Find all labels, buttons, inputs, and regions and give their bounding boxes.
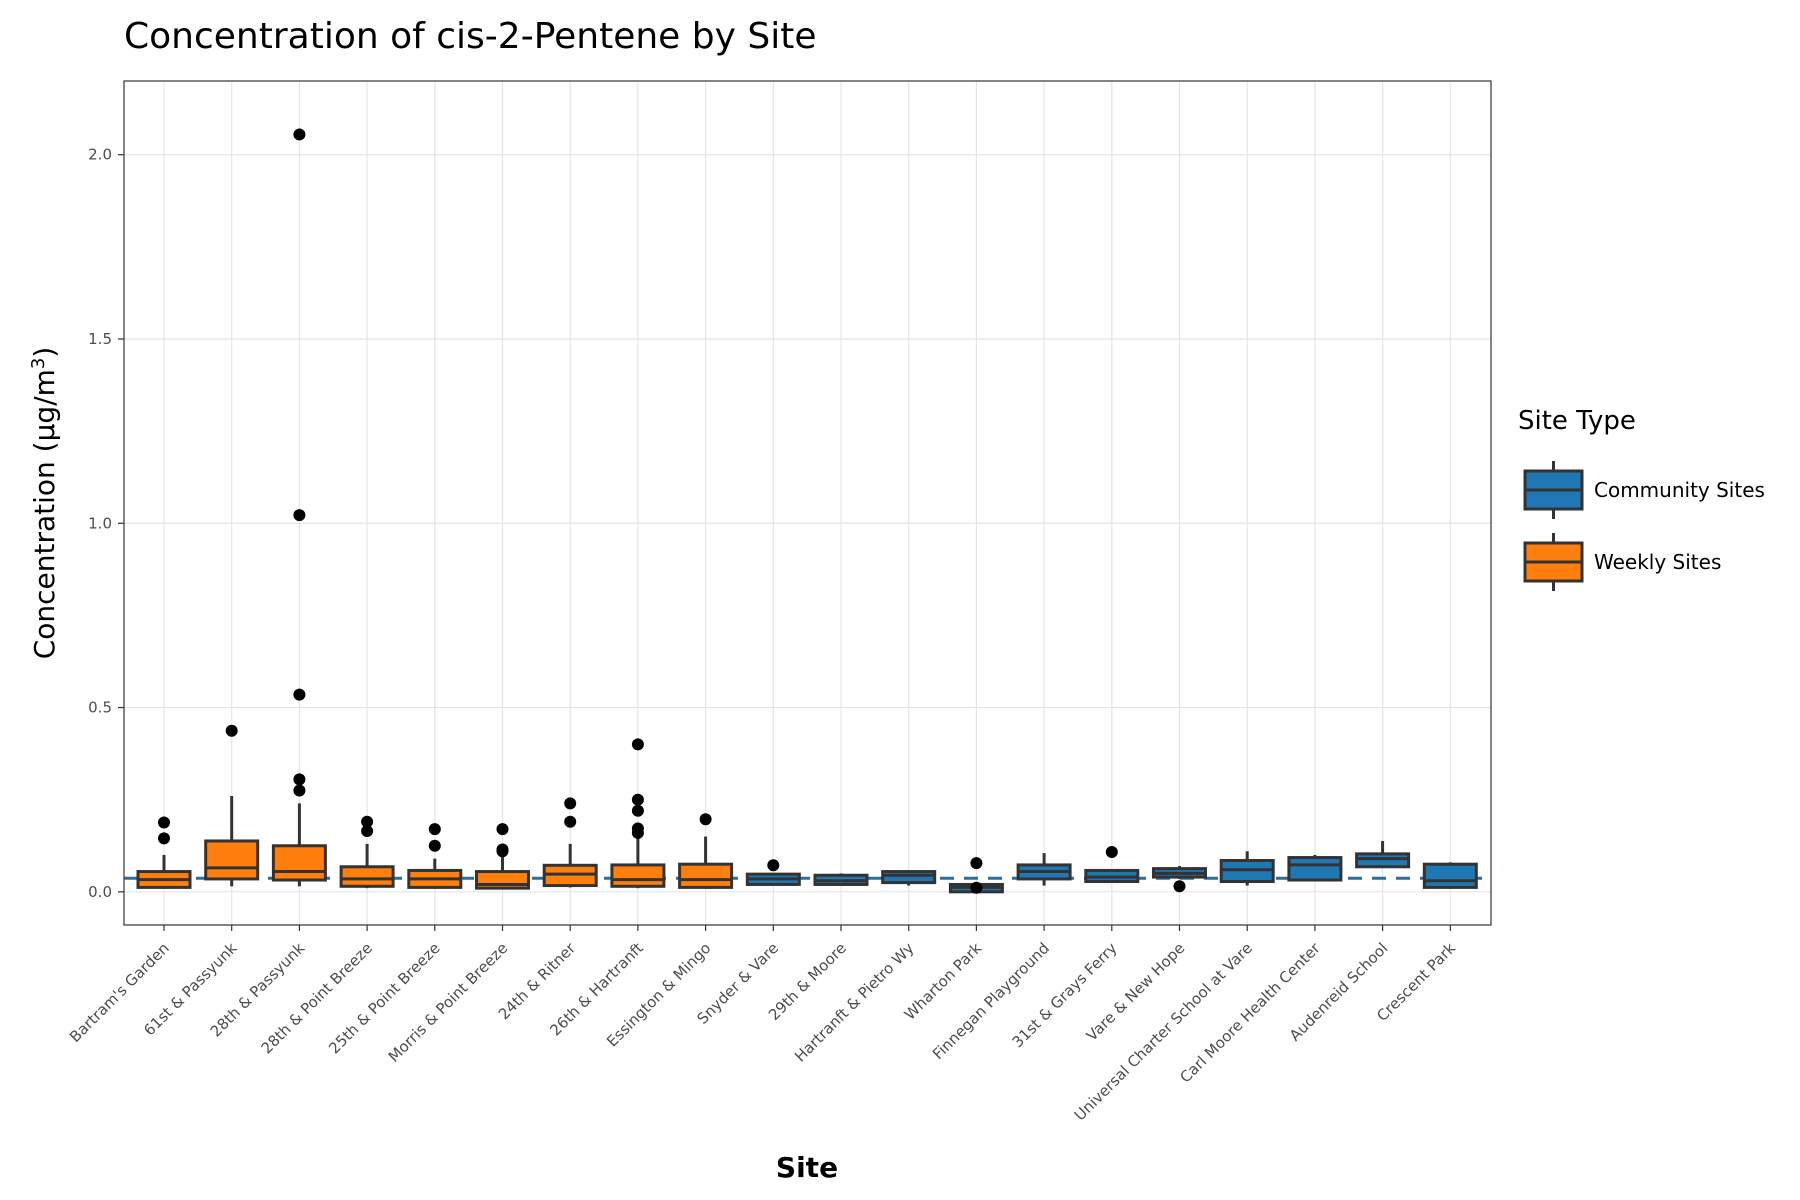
outlier-point bbox=[361, 815, 374, 828]
box-body bbox=[204, 839, 260, 881]
outlier-point bbox=[428, 823, 441, 836]
outlier-point bbox=[293, 773, 306, 786]
x-tick-label: Hartranft & Pietro Wy bbox=[791, 939, 917, 1065]
y-axis-title: Concentration (μg/m3) bbox=[28, 347, 62, 660]
box-group bbox=[407, 823, 463, 889]
box-group bbox=[339, 815, 395, 889]
y-tick-label: 1.5 bbox=[88, 330, 112, 348]
box-body bbox=[610, 863, 666, 888]
y-axis-title-close: ) bbox=[28, 347, 61, 358]
outlier-point bbox=[564, 815, 577, 828]
box-group bbox=[136, 816, 192, 889]
box-group bbox=[542, 797, 598, 888]
x-tick-label: 28th & Point Breeze bbox=[258, 939, 376, 1057]
outlier-point bbox=[496, 843, 509, 856]
box-group bbox=[1422, 862, 1478, 889]
box-body bbox=[1287, 856, 1343, 882]
box-group bbox=[1355, 840, 1411, 869]
y-tick-label: 0.5 bbox=[88, 699, 112, 717]
outlier-point bbox=[428, 839, 441, 852]
outlier-point bbox=[1173, 880, 1186, 893]
box-group bbox=[1219, 851, 1275, 886]
box-body bbox=[678, 862, 734, 889]
outlier-point bbox=[158, 832, 170, 845]
box-group bbox=[204, 724, 260, 887]
outlier-point bbox=[293, 509, 306, 522]
plot-background bbox=[124, 81, 1491, 925]
box-body bbox=[1422, 862, 1478, 889]
outlier-point bbox=[1105, 846, 1118, 859]
box-group bbox=[271, 128, 327, 887]
x-axis-title: Site bbox=[776, 1151, 838, 1184]
legend-label: Weekly Sites bbox=[1594, 550, 1721, 574]
box-body bbox=[1355, 852, 1411, 869]
legend-label: Community Sites bbox=[1594, 478, 1765, 502]
y-axis-title-superscript: 3 bbox=[28, 358, 49, 369]
box-group bbox=[881, 870, 937, 886]
x-tick-label: Morris & Point Breeze bbox=[385, 939, 512, 1066]
outlier-point bbox=[631, 804, 644, 817]
x-tick-label: Finnegan Playground bbox=[929, 939, 1053, 1063]
outlier-point bbox=[293, 688, 306, 701]
outlier-point bbox=[699, 813, 712, 826]
box-group bbox=[745, 859, 801, 886]
box-body bbox=[881, 870, 937, 885]
y-tick-label: 1.0 bbox=[88, 514, 112, 532]
outlier-point bbox=[158, 816, 170, 829]
outlier-point bbox=[631, 793, 644, 806]
outlier-point bbox=[225, 724, 238, 737]
x-tick-label: Carl Moore Health Center bbox=[1176, 939, 1324, 1087]
box-group bbox=[1016, 853, 1072, 886]
outlier-point bbox=[970, 857, 983, 870]
box-body bbox=[271, 844, 327, 882]
outlier-point bbox=[361, 825, 374, 838]
outlier-point bbox=[293, 128, 306, 141]
outlier-point bbox=[631, 822, 644, 835]
box-group bbox=[813, 873, 869, 886]
y-axis-title-main: Concentration (μg/m bbox=[28, 369, 61, 659]
outlier-point bbox=[631, 738, 644, 751]
outlier-point bbox=[767, 859, 780, 872]
box-group bbox=[1152, 866, 1207, 893]
x-tick-label: 25th & Point Breeze bbox=[325, 939, 443, 1057]
y-tick-label: 2.0 bbox=[88, 146, 112, 164]
legend: Site Type Community Sites Weekly Sites bbox=[1518, 406, 1765, 591]
chart-title: Concentration of cis-2-Pentene by Site bbox=[124, 16, 816, 57]
box-body bbox=[339, 865, 395, 888]
box-group bbox=[678, 813, 734, 889]
y-tick-label: 0.0 bbox=[88, 883, 112, 901]
outlier-point bbox=[970, 881, 983, 894]
box-group bbox=[1287, 854, 1343, 882]
box-group bbox=[948, 857, 1004, 894]
box-group bbox=[610, 738, 666, 889]
outlier-point bbox=[496, 823, 509, 836]
outlier-point bbox=[564, 797, 577, 810]
plot-border bbox=[123, 80, 1492, 926]
box-group bbox=[1084, 846, 1140, 884]
outlier-point bbox=[293, 784, 306, 797]
box-group bbox=[475, 823, 530, 890]
legend-title: Site Type bbox=[1518, 406, 1636, 436]
